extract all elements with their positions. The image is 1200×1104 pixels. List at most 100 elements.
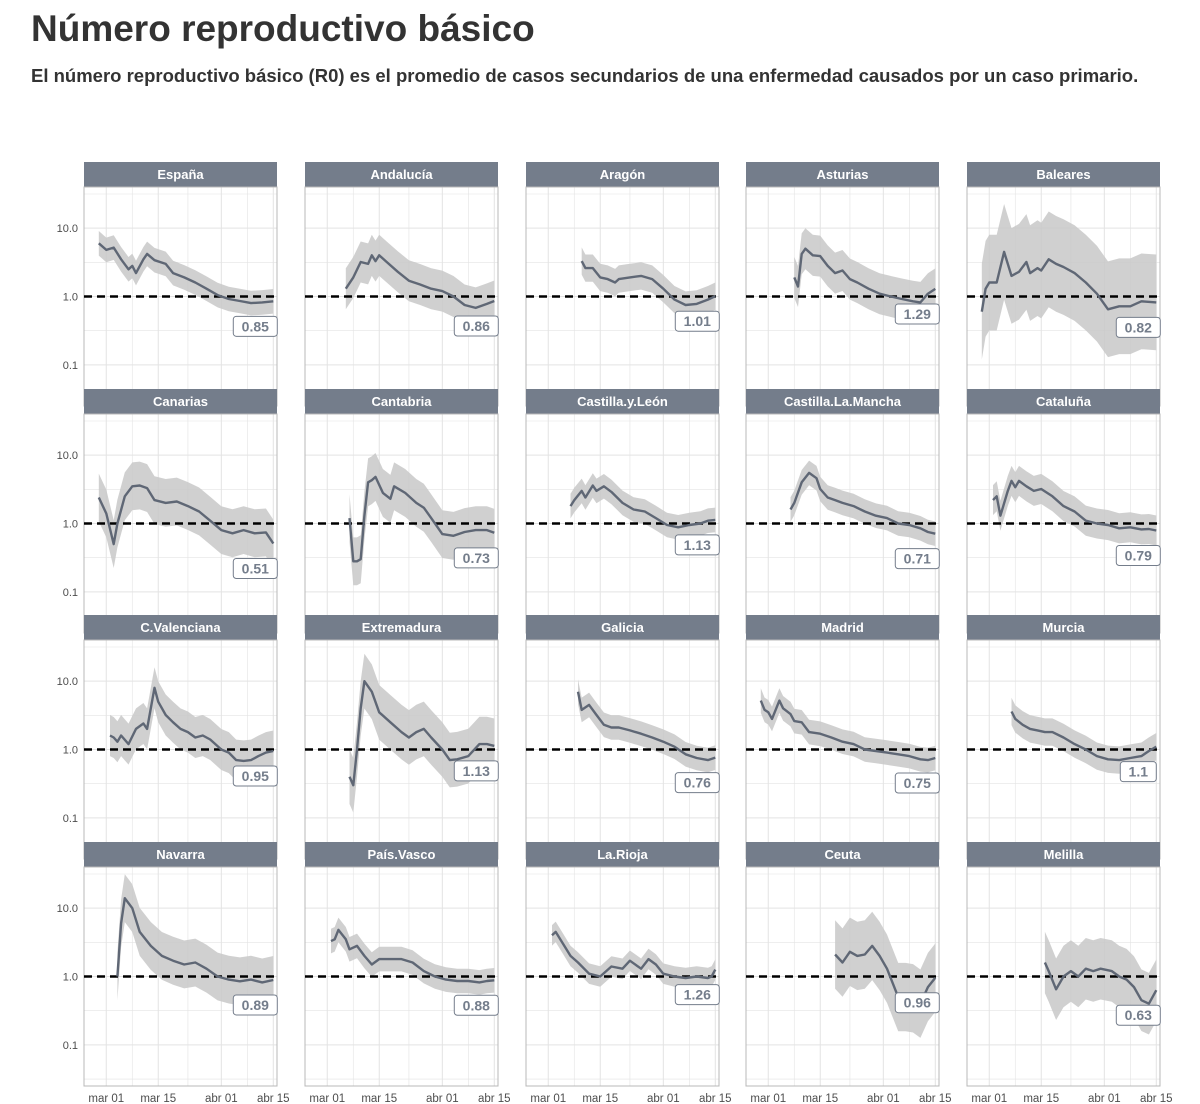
x-tick-label: abr 01 bbox=[867, 1093, 900, 1104]
last-value-box bbox=[674, 772, 720, 794]
facet-strip-label: Canarias bbox=[153, 394, 208, 409]
facet-strip-label: Extremadura bbox=[362, 620, 442, 635]
last-value-box bbox=[1119, 761, 1157, 783]
facet-strip-label: Ceuta bbox=[824, 847, 861, 862]
y-tick-label: 0.1 bbox=[63, 1040, 78, 1052]
last-value-label: 1.26 bbox=[684, 987, 711, 1003]
last-value-box bbox=[674, 534, 720, 556]
confidence-band bbox=[98, 461, 274, 568]
y-tick-label: 0.1 bbox=[63, 813, 78, 825]
last-value-box bbox=[232, 557, 278, 579]
x-tick-label: mar 01 bbox=[88, 1093, 124, 1104]
series-line bbox=[551, 930, 717, 980]
facet-strip bbox=[305, 389, 498, 414]
facet-panel: Baleares 0.82 bbox=[966, 162, 1161, 407]
facet-strip-label: C.Valenciana bbox=[140, 620, 221, 635]
y-tick-label: 0.1 bbox=[63, 360, 78, 372]
facet-strip-label: Galicia bbox=[601, 620, 644, 635]
x-tick-label: abr 15 bbox=[919, 1093, 952, 1104]
series-line bbox=[569, 484, 716, 529]
last-value-label: 0.51 bbox=[242, 560, 269, 576]
y-tick-label: 1.0 bbox=[63, 972, 78, 984]
x-tick-label: abr 01 bbox=[1088, 1093, 1121, 1104]
last-value-label: 1.01 bbox=[684, 313, 711, 329]
series-line bbox=[97, 484, 275, 546]
facet-panel: Canarias 0.51 10.0 1.0 0.1 bbox=[57, 389, 278, 634]
confidence-band bbox=[98, 231, 274, 316]
series-line bbox=[344, 254, 495, 310]
last-value-box bbox=[674, 310, 720, 332]
facet-strip-label: Navarra bbox=[156, 847, 205, 862]
last-value-label: 0.96 bbox=[904, 995, 931, 1011]
facet-panel: Castilla.y.León 1.13 bbox=[525, 389, 720, 634]
series-line bbox=[759, 699, 936, 762]
last-value-box bbox=[894, 772, 940, 794]
confidence-band bbox=[110, 667, 274, 782]
series-line bbox=[580, 260, 716, 307]
facet-strip-label: Asturias bbox=[816, 167, 868, 182]
y-tick-label: 10.0 bbox=[57, 903, 78, 915]
last-value-box bbox=[894, 303, 940, 325]
facet-panel: C.Valenciana 0.95 10.0 1.0 0.1 bbox=[57, 615, 278, 860]
facet-strip bbox=[746, 389, 939, 414]
x-tick-label: mar 15 bbox=[582, 1093, 618, 1104]
facet-strip bbox=[526, 389, 719, 414]
last-value-box bbox=[453, 994, 499, 1016]
y-tick-label: 1.0 bbox=[63, 745, 78, 757]
page-subtitle: El número reproductivo básico (R0) es el… bbox=[31, 65, 1139, 86]
y-tick-label: 10.0 bbox=[57, 450, 78, 462]
last-value-box bbox=[232, 994, 278, 1016]
facet-strip-label: La.Rioja bbox=[597, 847, 648, 862]
facet-strip bbox=[967, 162, 1160, 187]
facet-panel: Galicia 0.76 bbox=[525, 615, 720, 860]
confidence-band bbox=[1011, 697, 1157, 774]
last-value-label: 0.86 bbox=[463, 318, 490, 334]
facet-strip-label: Melilla bbox=[1044, 847, 1085, 862]
x-tick-label: mar 01 bbox=[530, 1093, 566, 1104]
facet-panel: Extremadura 1.13 bbox=[304, 615, 499, 860]
last-value-box bbox=[894, 992, 940, 1014]
series-line bbox=[109, 686, 274, 763]
y-tick-label: 10.0 bbox=[57, 223, 78, 235]
facet-strip bbox=[746, 842, 939, 867]
last-value-box bbox=[232, 765, 278, 787]
last-value-box bbox=[232, 315, 278, 337]
facet-strip bbox=[84, 162, 277, 187]
series-line bbox=[98, 242, 274, 305]
facet-strip-label: Madrid bbox=[821, 620, 864, 635]
facet-strip bbox=[967, 615, 1160, 640]
last-value-box bbox=[1115, 316, 1161, 338]
page-title: Número reproductivo básico bbox=[31, 8, 535, 49]
y-tick-label: 1.0 bbox=[63, 292, 78, 304]
facet-panel: Cataluña 0.79 bbox=[966, 389, 1161, 634]
x-tick-label: abr 15 bbox=[1140, 1093, 1173, 1104]
facet-strip bbox=[305, 162, 498, 187]
last-value-box bbox=[1115, 544, 1161, 566]
facet-strip bbox=[967, 842, 1160, 867]
facet-strip bbox=[305, 615, 498, 640]
last-value-label: 1.13 bbox=[684, 537, 711, 553]
x-tick-label: abr 01 bbox=[647, 1093, 680, 1104]
facet-panel: Cantabria 0.73 bbox=[304, 389, 499, 634]
last-value-label: 0.75 bbox=[904, 775, 931, 791]
facet-strip bbox=[746, 162, 939, 187]
series-line bbox=[1043, 962, 1158, 1005]
series-line bbox=[348, 475, 495, 563]
facet-strip bbox=[967, 389, 1160, 414]
facet-strip-label: Murcia bbox=[1043, 620, 1086, 635]
facet-strip bbox=[526, 162, 719, 187]
facet-panel: La.Rioja 1.26 mar 01 mar 15 abr 01 abr 15 bbox=[525, 842, 732, 1104]
facet-panel: Ceuta 0.96 mar 01 mar 15 abr 01 abr 15 bbox=[745, 842, 952, 1104]
confidence-band bbox=[760, 688, 936, 773]
series-line bbox=[116, 897, 274, 984]
x-tick-label: abr 01 bbox=[426, 1093, 459, 1104]
facet-panel: Madrid 0.75 bbox=[745, 615, 940, 860]
facet-strip-label: España bbox=[157, 167, 204, 182]
facet-strip-label: Cantabria bbox=[372, 394, 433, 409]
facet-panel: Navarra 0.89 10.0 1.0 0.1 mar 01 mar 15 abr 01 a… bbox=[57, 842, 290, 1104]
x-tick-label: mar 01 bbox=[309, 1093, 345, 1104]
last-value-label: 0.73 bbox=[463, 550, 490, 566]
last-value-box bbox=[1115, 1004, 1161, 1026]
series-line bbox=[789, 471, 936, 535]
